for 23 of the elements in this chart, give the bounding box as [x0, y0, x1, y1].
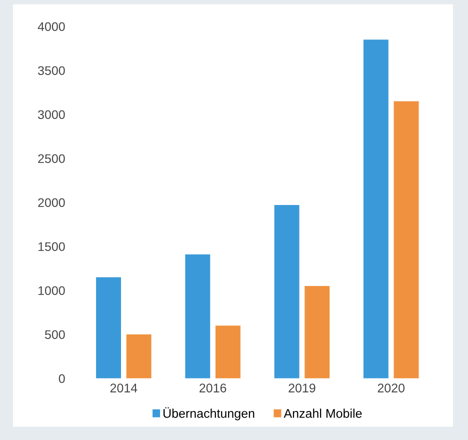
y-tick-label: 3000: [38, 110, 65, 120]
bar: [363, 40, 388, 378]
legend-label: Übernachtungen: [164, 407, 254, 420]
bar: [216, 326, 240, 378]
x-tick-label: 2020: [378, 384, 405, 392]
bar: [126, 334, 152, 378]
y-tick-label: 2500: [38, 154, 65, 164]
y-tick-label: 4000: [38, 22, 65, 32]
y-tick-label: 500: [44, 330, 65, 340]
x-tick-label: 2016: [200, 384, 226, 392]
y-tick-label: 0: [58, 374, 65, 384]
x-tick-label: 2019: [288, 384, 316, 392]
bar: [185, 254, 210, 378]
bar: [274, 205, 300, 378]
y-tick-label: 3500: [38, 66, 65, 76]
y-tick-label: 1000: [38, 286, 65, 296]
bar: [304, 286, 330, 378]
y-tick-label: 1500: [38, 242, 65, 252]
bar: [96, 277, 122, 378]
legend-label: Anzahl Mobile: [284, 408, 362, 418]
x-tick-label: 2014: [110, 384, 138, 392]
y-tick-label: 2000: [38, 198, 65, 208]
bar: [394, 101, 419, 378]
